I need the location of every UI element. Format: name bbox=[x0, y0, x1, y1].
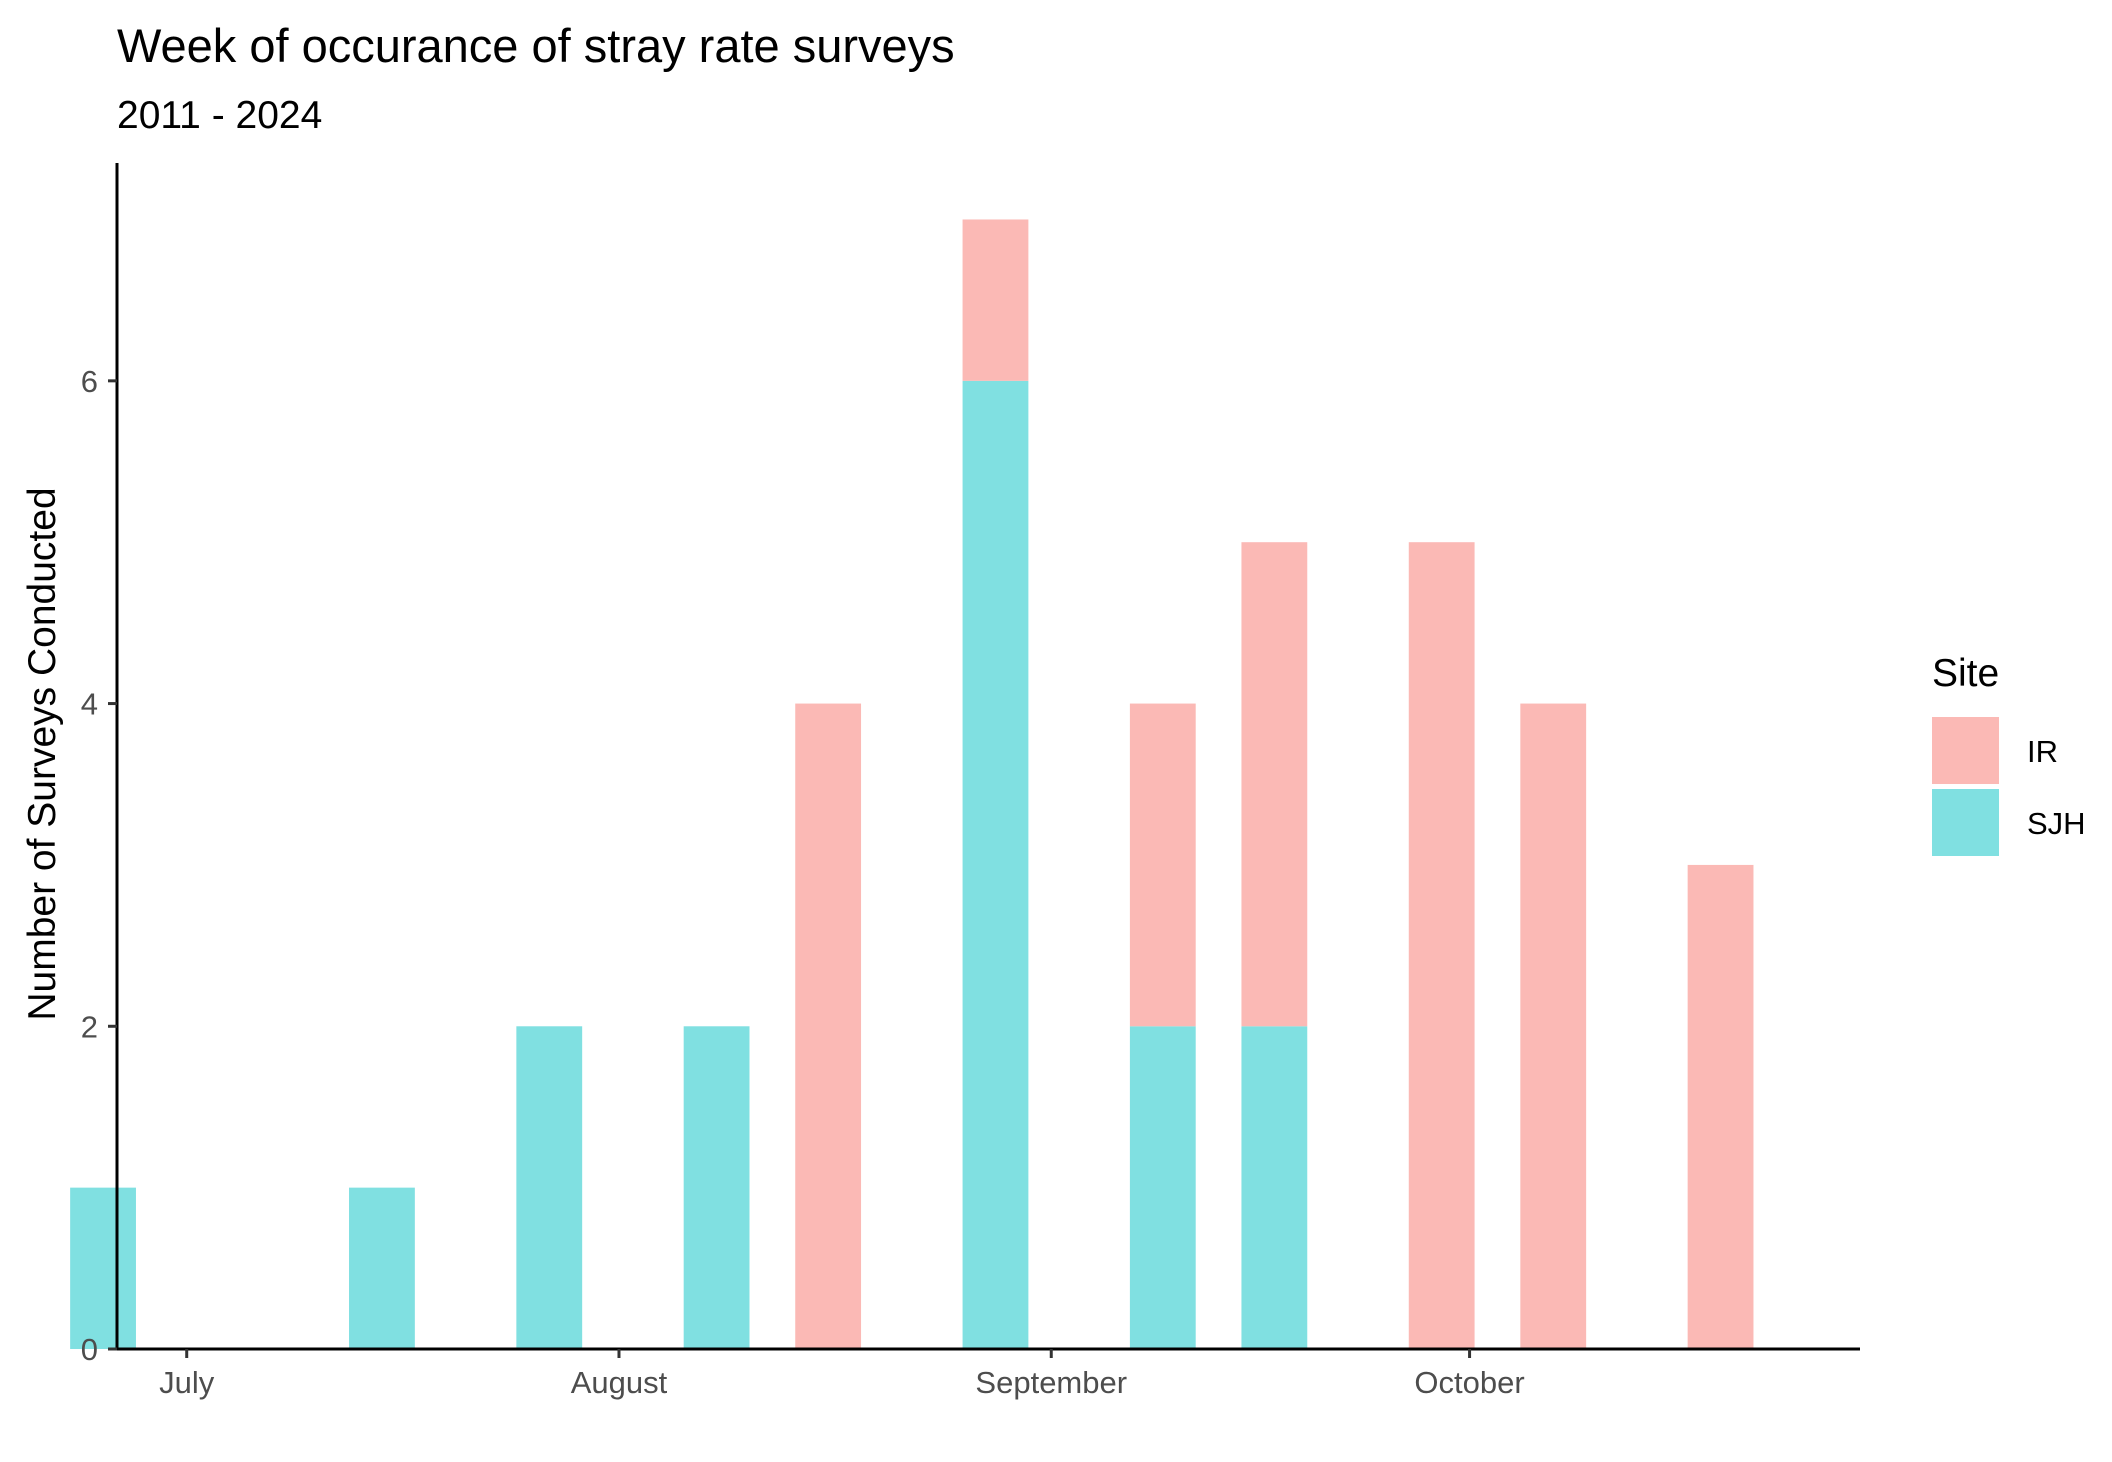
y-tick-label-2: 2 bbox=[81, 1009, 98, 1044]
x-tick-label-august: August bbox=[571, 1365, 668, 1400]
bar-ir-9 bbox=[1520, 703, 1587, 1349]
y-tick-label-6: 6 bbox=[81, 364, 98, 399]
bars bbox=[70, 219, 1754, 1349]
bar-ir-7 bbox=[1241, 542, 1308, 1027]
legend: Site IR SJH bbox=[1932, 652, 2086, 856]
bar-sjh-3 bbox=[683, 1026, 750, 1349]
bar-sjh-5 bbox=[962, 380, 1029, 1349]
legend-key-ir bbox=[1932, 717, 1999, 784]
bar-sjh-6 bbox=[1129, 1026, 1196, 1349]
x-tick-label-july: July bbox=[159, 1365, 215, 1400]
x-axis-ticks: July August September October bbox=[159, 1349, 1525, 1400]
y-tick-label-4: 4 bbox=[81, 687, 98, 722]
bar-ir-6 bbox=[1129, 703, 1196, 1027]
bar-ir-4 bbox=[795, 703, 862, 1349]
chart-title: Week of occurance of stray rate surveys bbox=[117, 19, 955, 72]
bar-sjh-2 bbox=[516, 1026, 583, 1349]
chart-subtitle: 2011 - 2024 bbox=[117, 94, 322, 137]
bar-ir-8 bbox=[1408, 542, 1475, 1349]
legend-title: Site bbox=[1932, 652, 1999, 695]
x-tick-label-september: September bbox=[975, 1365, 1127, 1400]
y-axis-ticks: 0 2 4 6 bbox=[81, 364, 117, 1367]
bar-ir-5 bbox=[962, 219, 1029, 381]
y-axis-label: Number of Surveys Conducted bbox=[21, 487, 64, 1020]
bar-ir-10 bbox=[1687, 864, 1754, 1349]
bar-sjh-1 bbox=[349, 1187, 415, 1349]
y-tick-label-0: 0 bbox=[81, 1332, 98, 1367]
x-tick-label-october: October bbox=[1414, 1365, 1524, 1400]
bar-sjh-7 bbox=[1241, 1026, 1308, 1349]
legend-label-ir: IR bbox=[2027, 734, 2058, 769]
legend-key-sjh bbox=[1932, 789, 1999, 856]
bar-sjh-0 bbox=[70, 1187, 136, 1349]
legend-label-sjh: SJH bbox=[2027, 806, 2086, 841]
legend-entries: IR SJH bbox=[1932, 717, 2086, 856]
